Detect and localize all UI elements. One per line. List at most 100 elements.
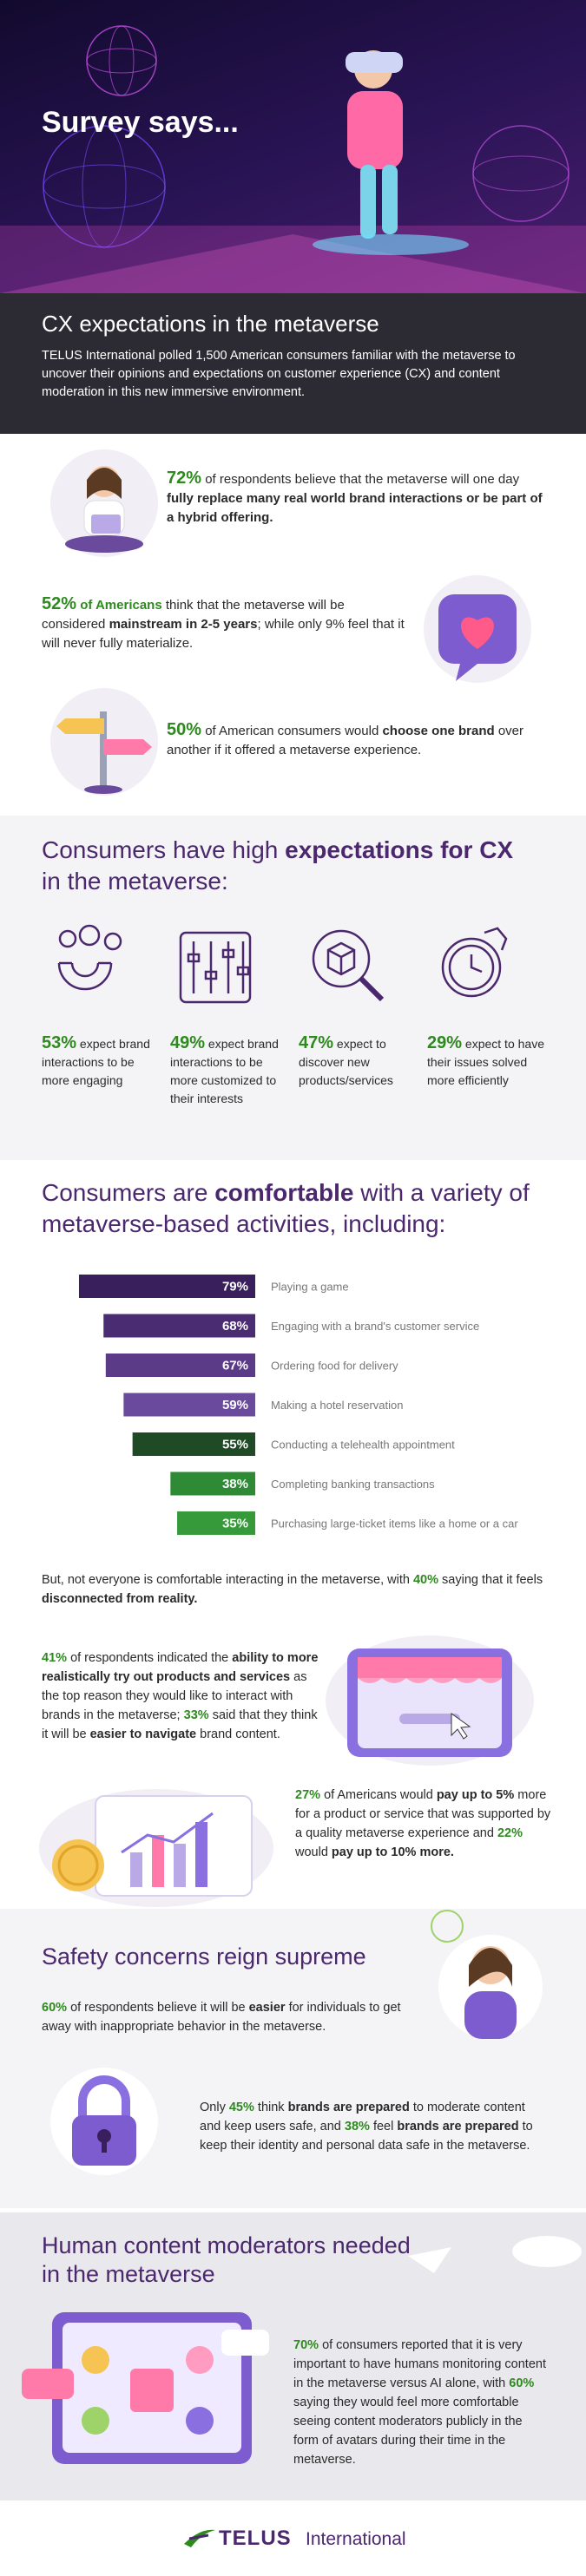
- bar: [78, 1275, 255, 1298]
- text-segment: mainstream in 2-5 years: [109, 617, 258, 632]
- text-segment: brand content.: [200, 1727, 280, 1741]
- logo-brand: TELUS: [219, 2527, 292, 2550]
- text-segment: would: [295, 1845, 328, 1859]
- stat-value: 22%: [497, 1826, 523, 1840]
- text-segment: ; while only 9% feel that it will never …: [42, 617, 405, 651]
- text-segment: of Americans would: [324, 1788, 433, 1802]
- value-label: 38%: [222, 1477, 248, 1491]
- bar-chart: 79% Playing a game 68% Engaging with a bran…: [78, 1275, 518, 1535]
- text-segment: comfortable: [214, 1179, 354, 1206]
- stat-value: 45%: [228, 2101, 254, 2114]
- illustration-woman-laptop: [50, 449, 158, 557]
- expectations: Consumers have high expectations for CX …: [0, 816, 586, 1160]
- illustration-heart: [424, 575, 531, 683]
- text-segment: expect to have their issues solved more …: [427, 1037, 544, 1087]
- section-heading: Consumers are comfortable with a variety…: [42, 1177, 545, 1240]
- stat-value: 47%: [299, 1033, 334, 1052]
- section-heading: Safety concerns reign supreme: [42, 1943, 366, 1970]
- stat-value: 27%: [295, 1788, 321, 1802]
- text-segment: expect brand interactions to be more cus…: [170, 1037, 279, 1105]
- stat-value: 41%: [42, 1651, 68, 1665]
- category-label: Conducting a telehealth appointment: [271, 1439, 455, 1452]
- moderators-text: 70% of consumers reported that it is ver…: [293, 2336, 550, 2469]
- stat-value: 60%: [42, 2001, 68, 2015]
- text-segment: brands are prepared: [287, 2101, 410, 2114]
- stat-value: 53%: [42, 1033, 77, 1052]
- text-segment: to keep their identity and personal data…: [200, 2120, 533, 2153]
- text-segment: think: [257, 2101, 285, 2114]
- bar: [103, 1314, 256, 1338]
- text-segment: of consumers reported that it is very im…: [293, 2338, 546, 2390]
- value-label: 68%: [222, 1319, 248, 1334]
- stat-value: 49%: [170, 1033, 206, 1052]
- bar: [170, 1472, 255, 1496]
- logo-sub: International: [306, 2529, 406, 2549]
- stat-value: 60%: [509, 2376, 535, 2390]
- section-heading: Human content moderators needed in the m…: [42, 2232, 411, 2287]
- value-label: 67%: [222, 1359, 248, 1373]
- bar: [123, 1393, 255, 1417]
- expectation-item: 53% expect brand interactions to be more…: [42, 1034, 159, 1090]
- text-segment: pay up to 10% more.: [331, 1845, 454, 1859]
- stat-value: 70%: [293, 2338, 319, 2352]
- expectation-icons: [57, 924, 508, 1004]
- stat-value: 52%: [42, 594, 77, 613]
- hero: Survey says...: [0, 0, 586, 293]
- intro: CX expectations in the metaverse TELUS I…: [0, 293, 586, 434]
- text-segment: think that the metaverse will be conside…: [42, 598, 345, 632]
- intro-text: TELUS International polled 1,500 America…: [42, 349, 516, 399]
- disconnect-text: But, not everyone is comfortable interac…: [42, 1570, 554, 1609]
- text-segment: more for a product or service that was s…: [295, 1788, 551, 1840]
- stat-text: 50% of American consumers would choose o…: [167, 720, 549, 760]
- illustration-thinking: [431, 1910, 543, 2039]
- text-segment: in the metaverse:: [42, 868, 228, 895]
- text-segment: over another if it offered a metaverse e…: [167, 724, 524, 757]
- stats: 72% of respondents believe that the meta…: [0, 434, 586, 816]
- text-segment: saying they would feel more comfortable …: [293, 2396, 523, 2467]
- text-segment: of Americans: [80, 598, 162, 613]
- value-label: 79%: [222, 1280, 248, 1295]
- text-segment: saying that it feels: [442, 1573, 543, 1587]
- text-segment: brands are prepared: [397, 2120, 519, 2134]
- text-segment: of American consumers would: [205, 724, 379, 738]
- text-segment: easier to navigate: [89, 1727, 197, 1741]
- text-segment: disconnected from reality.: [42, 1592, 198, 1606]
- text-segment: Consumers have high: [42, 836, 279, 863]
- category-label: Completing banking transactions: [271, 1478, 435, 1491]
- text-segment: But, not everyone is comfortable interac…: [42, 1573, 410, 1587]
- expectation-item: 49% expect brand interactions to be more…: [170, 1034, 287, 1108]
- expectation-item: 29% expect to have their issues solved m…: [427, 1034, 549, 1090]
- category-label: Making a hotel reservation: [271, 1399, 403, 1412]
- text-segment: expect to discover new products/services: [299, 1037, 393, 1087]
- safety: Safety concerns reign supreme 60% of res…: [0, 1909, 586, 2208]
- text-segment: of respondents believe that the metavers…: [205, 472, 520, 487]
- illustration-lock: [50, 2068, 158, 2175]
- text-segment: to moderate content and keep users safe,…: [200, 2101, 525, 2134]
- logo-mark: [184, 2529, 215, 2547]
- illustration-signpost: [50, 688, 158, 796]
- illustration-shop: [326, 1635, 534, 1766]
- stat-value: 38%: [344, 2120, 370, 2134]
- stat-text: 72% of respondents believe that the meta…: [167, 469, 549, 528]
- text-segment: Only: [200, 2101, 226, 2114]
- stat-value: 50%: [167, 720, 202, 739]
- moderators: Human content moderators needed in the m…: [0, 2212, 586, 2501]
- illustration-growth: [39, 1789, 273, 1907]
- text-segment: Consumers are: [42, 1179, 208, 1206]
- hero-title: Survey says...: [42, 106, 239, 139]
- bar: [105, 1354, 255, 1377]
- text-segment: fully replace many real world brand inte…: [167, 491, 543, 525]
- intro-heading: CX expectations in the metaverse: [42, 311, 379, 337]
- hero-art: [0, 25, 586, 293]
- text-segment: of respondents believe it will be: [70, 2001, 246, 2015]
- stat-text: 52% of Americans think that the metavers…: [42, 594, 406, 653]
- category-label: Playing a game: [271, 1281, 349, 1294]
- value-label: 59%: [222, 1398, 248, 1413]
- safety-text: Only 45% think brands are prepared to mo…: [200, 2098, 547, 2155]
- value-label: 55%: [222, 1438, 248, 1452]
- text-segment: expectations for CX: [285, 836, 514, 863]
- moderators-art: [22, 2236, 582, 2464]
- category-label: Purchasing large-ticket items like a hom…: [271, 1517, 518, 1531]
- section-heading: Consumers have high expectations for CX …: [42, 835, 528, 897]
